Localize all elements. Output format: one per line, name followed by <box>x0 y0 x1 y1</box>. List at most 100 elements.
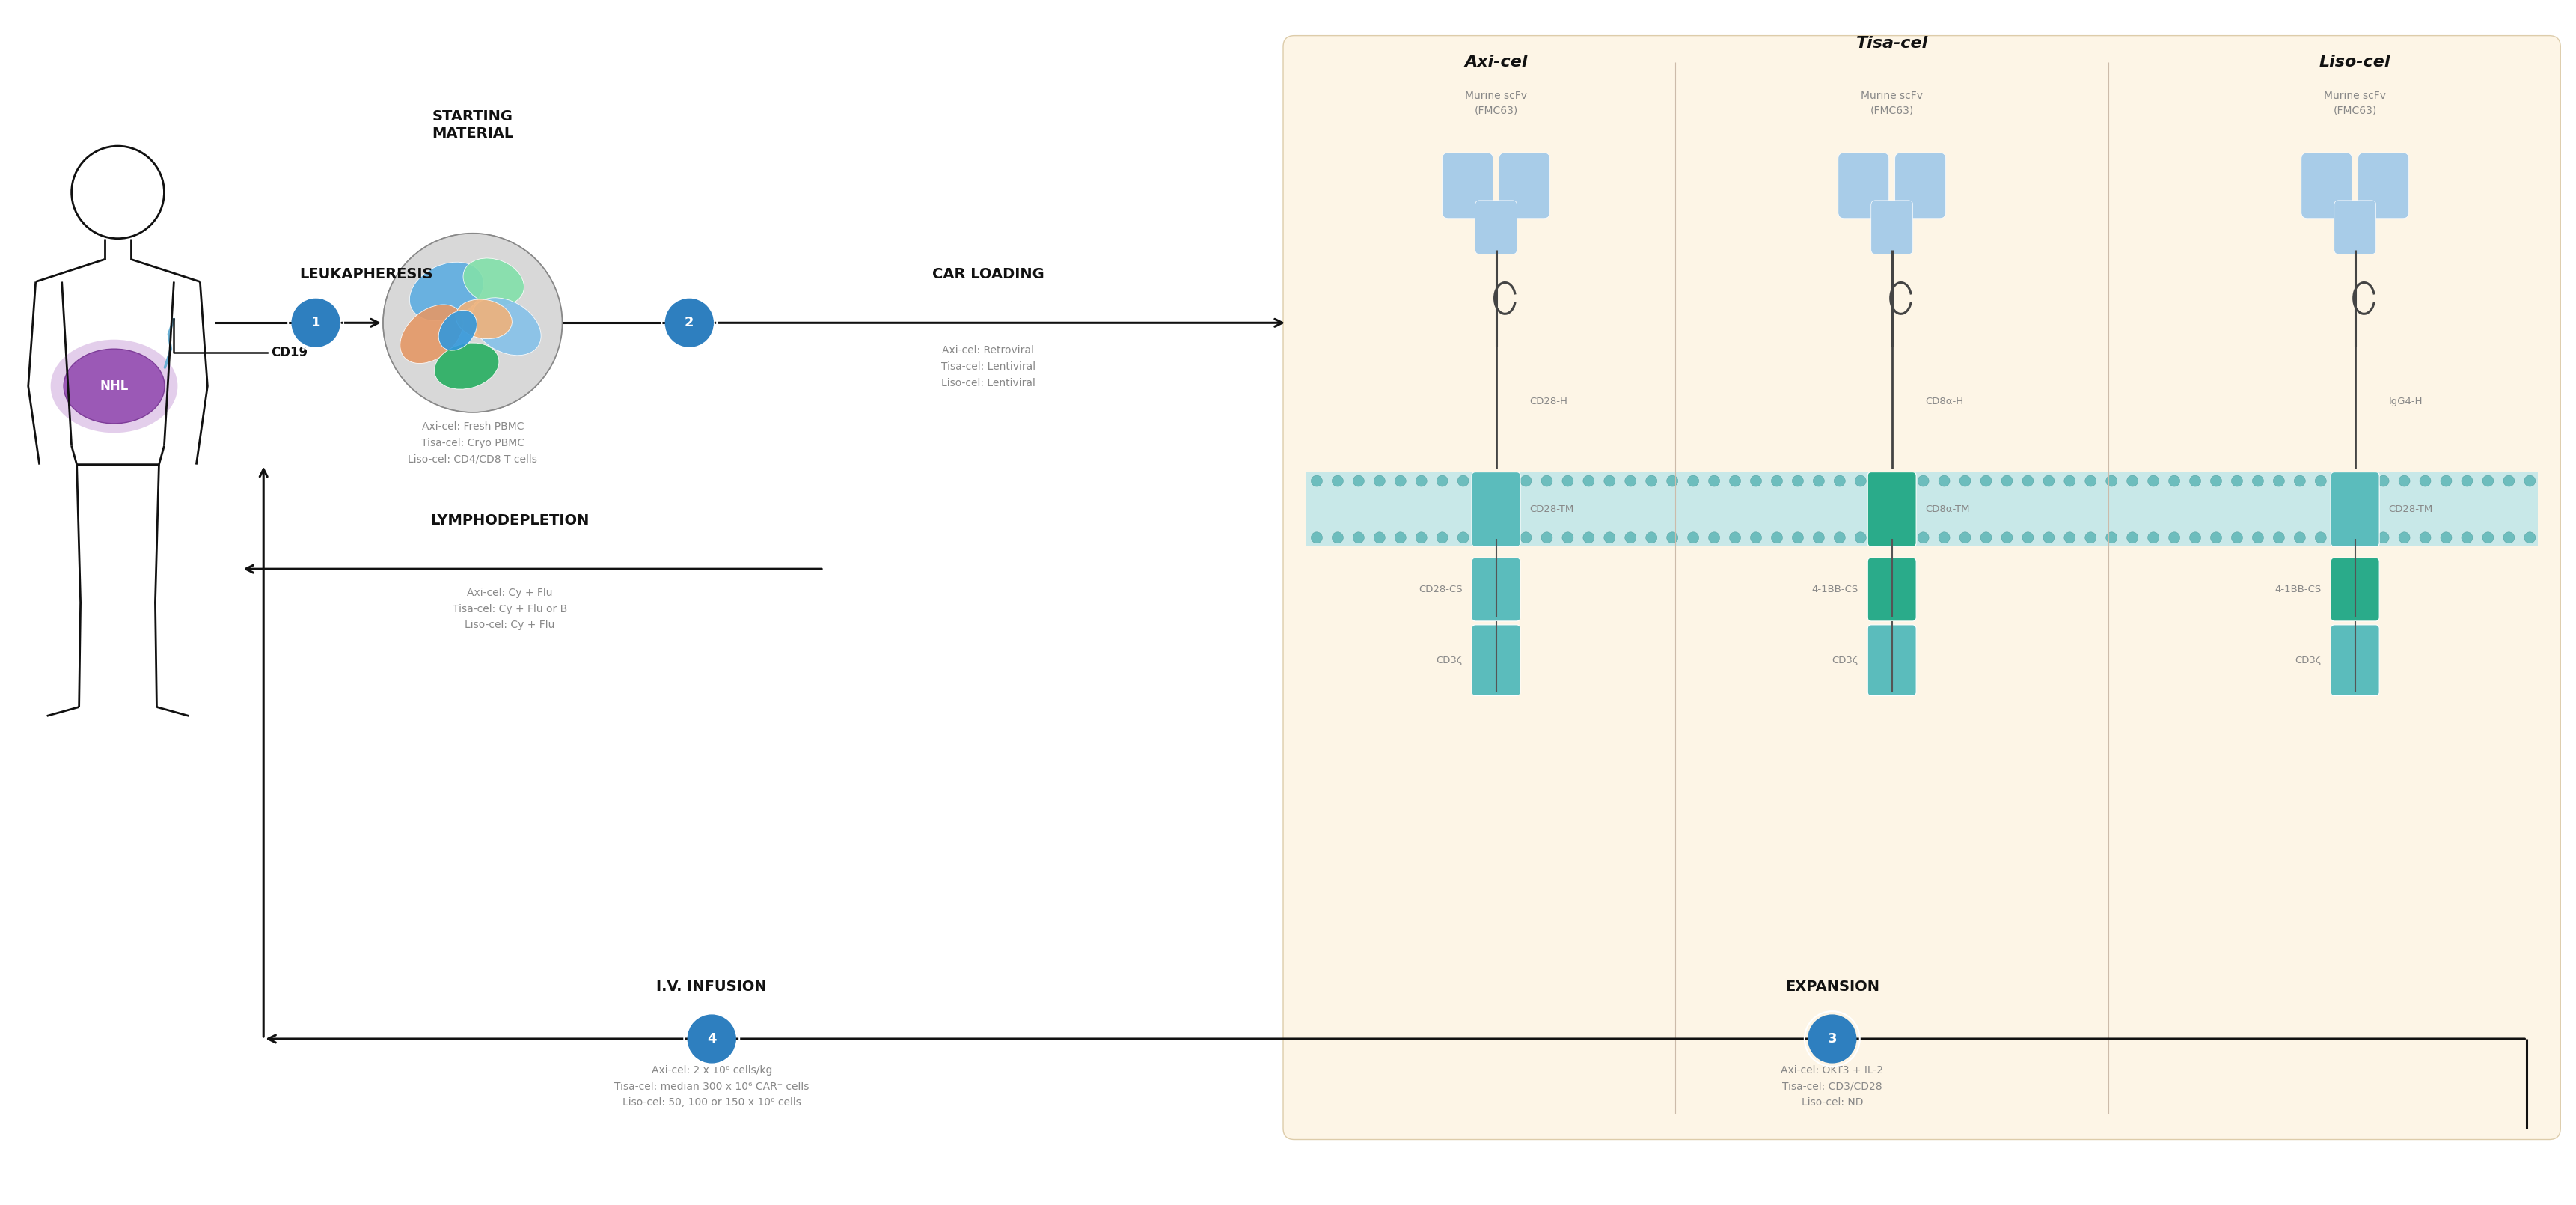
Circle shape <box>2231 533 2244 543</box>
Circle shape <box>2043 475 2056 487</box>
Circle shape <box>1332 475 1342 487</box>
Circle shape <box>1352 475 1365 487</box>
Circle shape <box>1625 533 1636 543</box>
Circle shape <box>1808 1015 1857 1063</box>
Circle shape <box>2504 533 2514 543</box>
FancyBboxPatch shape <box>1868 472 1917 547</box>
Circle shape <box>1646 533 1656 543</box>
Text: Murine scFv
(FMC63): Murine scFv (FMC63) <box>2324 90 2385 116</box>
Text: Axi-cel: Cy + Flu
Tisa-cel: Cy + Flu or B
Liso-cel: Cy + Flu: Axi-cel: Cy + Flu Tisa-cel: Cy + Flu or … <box>453 588 567 630</box>
Circle shape <box>2231 475 2244 487</box>
Text: Murine scFv
(FMC63): Murine scFv (FMC63) <box>1466 90 1528 116</box>
Circle shape <box>2084 533 2097 543</box>
Circle shape <box>2316 533 2326 543</box>
Circle shape <box>1896 533 1909 543</box>
Text: STARTING
MATERIAL: STARTING MATERIAL <box>433 110 513 141</box>
Text: CD8α-H: CD8α-H <box>1924 396 1963 407</box>
FancyBboxPatch shape <box>1896 153 1945 218</box>
FancyBboxPatch shape <box>2331 625 2380 695</box>
Text: Axi-cel: OKT3 + IL-2
Tisa-cel: CD3/CD28
Liso-cel: ND: Axi-cel: OKT3 + IL-2 Tisa-cel: CD3/CD28 … <box>1780 1065 1883 1107</box>
Circle shape <box>1540 533 1553 543</box>
FancyBboxPatch shape <box>2357 153 2409 218</box>
Circle shape <box>1793 475 1803 487</box>
Ellipse shape <box>410 263 484 321</box>
Circle shape <box>1834 533 1844 543</box>
FancyBboxPatch shape <box>1471 472 1520 547</box>
Circle shape <box>1520 475 1533 487</box>
FancyBboxPatch shape <box>2331 472 2380 547</box>
Circle shape <box>384 234 562 412</box>
Circle shape <box>2210 475 2221 487</box>
Circle shape <box>1540 475 1553 487</box>
Ellipse shape <box>471 298 541 355</box>
Circle shape <box>1981 475 1991 487</box>
Circle shape <box>2169 475 2179 487</box>
Text: I.V. INFUSION: I.V. INFUSION <box>657 980 768 994</box>
Circle shape <box>2463 475 2473 487</box>
Circle shape <box>1373 533 1386 543</box>
Circle shape <box>2272 533 2285 543</box>
Text: Tisa-cel: Tisa-cel <box>1855 36 1927 51</box>
Circle shape <box>1646 475 1656 487</box>
Text: IgG4-H: IgG4-H <box>2388 396 2421 407</box>
Text: Murine scFv
(FMC63): Murine scFv (FMC63) <box>1860 90 1922 116</box>
Circle shape <box>2439 475 2452 487</box>
Circle shape <box>2439 533 2452 543</box>
Circle shape <box>1437 533 1448 543</box>
Circle shape <box>1352 533 1365 543</box>
Circle shape <box>2272 475 2285 487</box>
Text: CD28-TM: CD28-TM <box>2388 505 2432 515</box>
Circle shape <box>1394 533 1406 543</box>
Circle shape <box>1814 533 1824 543</box>
Text: CD3ζ: CD3ζ <box>1437 656 1463 665</box>
Circle shape <box>2169 533 2179 543</box>
Circle shape <box>1625 475 1636 487</box>
Circle shape <box>2148 475 2159 487</box>
Circle shape <box>1960 533 1971 543</box>
Circle shape <box>1960 475 1971 487</box>
Text: CD3ζ: CD3ζ <box>1832 656 1857 665</box>
Circle shape <box>1814 475 1824 487</box>
Text: Axi-cel: Fresh PBMC
Tisa-cel: Cryo PBMC
Liso-cel: CD4/CD8 T cells: Axi-cel: Fresh PBMC Tisa-cel: Cryo PBMC … <box>407 422 538 464</box>
FancyBboxPatch shape <box>1839 153 1888 218</box>
Circle shape <box>291 299 340 347</box>
Circle shape <box>2336 475 2347 487</box>
FancyBboxPatch shape <box>1283 36 2561 1140</box>
Circle shape <box>1855 475 1865 487</box>
Circle shape <box>2148 533 2159 543</box>
Circle shape <box>1499 475 1510 487</box>
Circle shape <box>1605 533 1615 543</box>
Circle shape <box>1728 475 1741 487</box>
Circle shape <box>2190 533 2200 543</box>
FancyBboxPatch shape <box>1499 153 1551 218</box>
Circle shape <box>1940 533 1950 543</box>
Circle shape <box>2524 533 2535 543</box>
Circle shape <box>1793 533 1803 543</box>
Ellipse shape <box>464 258 523 305</box>
Text: 3: 3 <box>1826 1033 1837 1046</box>
Circle shape <box>1896 475 1909 487</box>
Circle shape <box>2357 533 2367 543</box>
Circle shape <box>1458 475 1468 487</box>
FancyBboxPatch shape <box>2300 153 2352 218</box>
Text: 2: 2 <box>685 316 693 329</box>
Circle shape <box>2022 475 2032 487</box>
Ellipse shape <box>64 349 165 423</box>
Circle shape <box>2107 475 2117 487</box>
Circle shape <box>688 1015 737 1063</box>
Circle shape <box>1417 533 1427 543</box>
FancyBboxPatch shape <box>1471 558 1520 621</box>
Circle shape <box>1708 475 1721 487</box>
Circle shape <box>2463 533 2473 543</box>
FancyBboxPatch shape <box>1471 625 1520 695</box>
Circle shape <box>2210 533 2221 543</box>
FancyBboxPatch shape <box>1868 625 1917 695</box>
Circle shape <box>2524 475 2535 487</box>
Circle shape <box>2378 475 2388 487</box>
Circle shape <box>2295 533 2306 543</box>
Text: CD3ζ: CD3ζ <box>2295 656 2321 665</box>
Circle shape <box>2128 533 2138 543</box>
Circle shape <box>2316 475 2326 487</box>
FancyBboxPatch shape <box>2334 200 2375 254</box>
Text: CAR LOADING: CAR LOADING <box>933 268 1043 282</box>
